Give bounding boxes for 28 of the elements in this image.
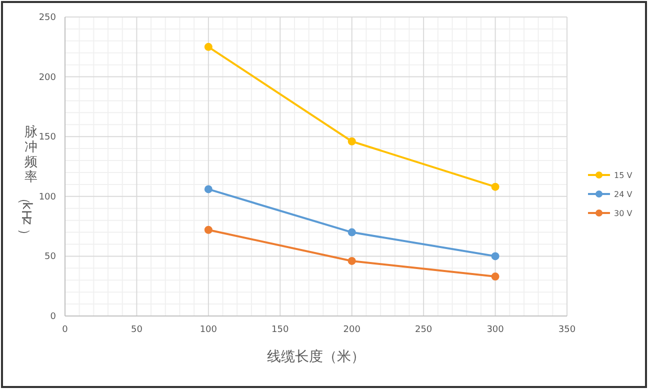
point [204, 226, 212, 234]
x-tick-label: 300 [486, 325, 504, 335]
x-tick-label: 0 [62, 325, 68, 335]
point [204, 42, 212, 51]
x-axis-title: 线缆长度（米） [267, 349, 365, 365]
legend-label: 24 V [614, 190, 633, 199]
legend-label: 30 V [614, 209, 633, 218]
x-tick-label: 50 [130, 325, 143, 335]
point [491, 182, 500, 191]
point [204, 185, 212, 194]
x-tick-label: 250 [414, 325, 432, 335]
y-tick-label: 150 [38, 132, 56, 143]
point [491, 252, 500, 260]
y-tick-label: 200 [38, 72, 56, 83]
legend-label: 15 V [614, 171, 633, 180]
x-tick-label: 350 [558, 325, 576, 335]
y-tick-label: 100 [38, 192, 56, 202]
x-tick-label: 150 [272, 325, 289, 335]
x-tick-label: 200 [343, 325, 361, 335]
point [491, 272, 500, 281]
y-tick-label: 0 [50, 312, 56, 322]
y-tick-label: 250 [38, 13, 56, 23]
text: 脉冲频率（kHz） [16, 125, 38, 242]
point [348, 137, 356, 146]
y-tick-label: 50 [44, 252, 56, 262]
x-tick-label: 100 [200, 325, 218, 335]
point [348, 228, 356, 236]
point [348, 256, 356, 265]
